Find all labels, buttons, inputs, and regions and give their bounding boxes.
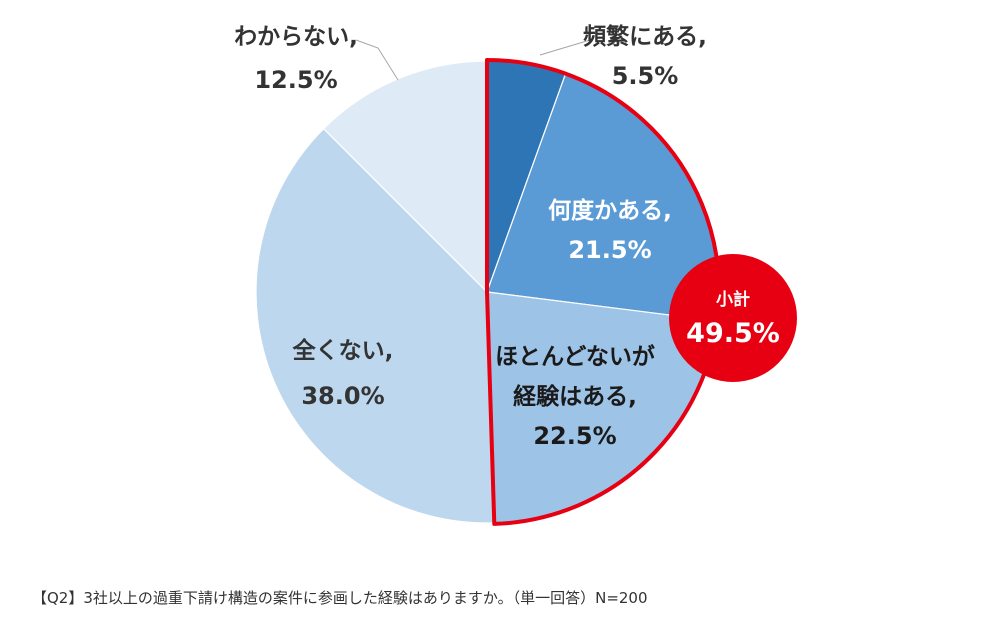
- chart-caption: 【Q2】3社以上の過重下請け構造の案件に参画した経験はありますか。（単一回答）N…: [32, 589, 648, 607]
- slice-value-label: 38.0%: [301, 382, 384, 410]
- slice-label: 全くない,: [292, 337, 394, 364]
- slice-value-label: 22.5%: [533, 422, 616, 450]
- leader-line: [539, 39, 591, 56]
- pie-slice: [255, 127, 495, 524]
- slice-value-label: 12.5%: [254, 66, 337, 94]
- leader-line: [355, 39, 399, 81]
- slice-label: わからない,: [234, 24, 358, 50]
- pie-slice: [322, 60, 488, 294]
- slice-label: ほとんどないが: [495, 343, 655, 370]
- slice-label: 頻繁にある,: [583, 23, 707, 50]
- slice-value-label: 5.5%: [612, 62, 679, 90]
- slice-label: 何度かある,: [548, 197, 672, 224]
- subtotal-badge: [669, 254, 797, 382]
- subtotal-label: 小計: [716, 289, 750, 310]
- subtotal-value: 49.5%: [686, 318, 780, 349]
- slice-value-label: 21.5%: [568, 236, 651, 264]
- slice-label: 経験はある,: [513, 383, 637, 410]
